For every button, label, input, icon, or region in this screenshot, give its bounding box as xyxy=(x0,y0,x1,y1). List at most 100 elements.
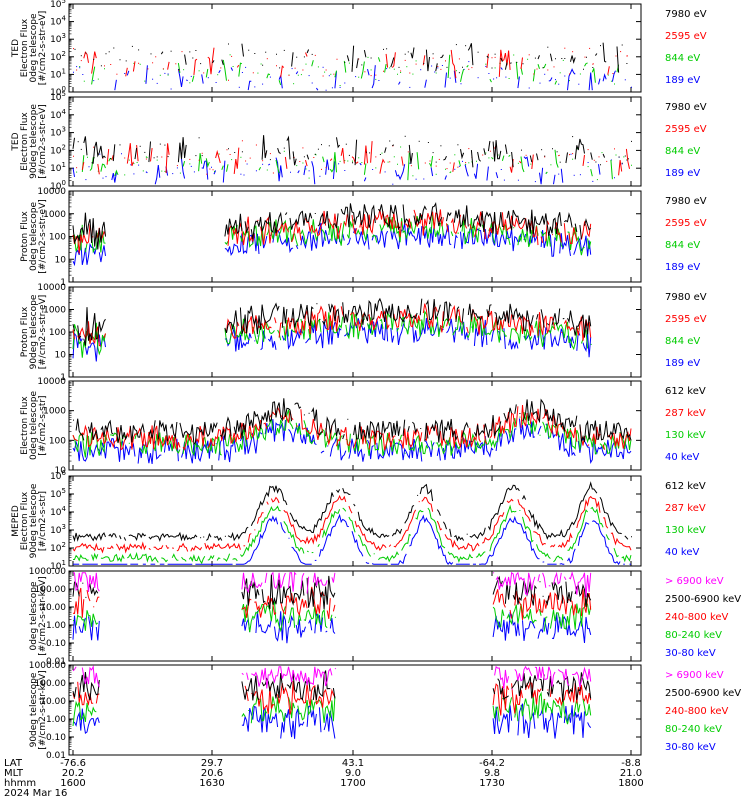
series-line-80-240-kev xyxy=(288,607,296,628)
series-line-7980-ev xyxy=(83,136,88,156)
series-line-7980-ev xyxy=(224,213,243,237)
y-axis-label: [#/cm2-s-str] xyxy=(38,491,48,551)
series-line-287-kev xyxy=(520,404,528,428)
series-line-844-ev xyxy=(508,154,511,157)
series-line-7980-ev xyxy=(494,303,534,332)
series-line-844-ev xyxy=(300,318,306,340)
series-line-844-ev xyxy=(537,64,540,69)
series-line-7980-ev xyxy=(346,55,350,62)
series-line-844-ev xyxy=(198,153,203,172)
series-line-30-80-kev xyxy=(329,618,336,634)
series-line-612-kev xyxy=(599,497,622,535)
series-line-612-kev xyxy=(402,419,406,437)
series-line-2500-6900-kev xyxy=(545,595,550,606)
series-line-844-ev xyxy=(258,167,262,171)
series-line-2595-ev xyxy=(582,154,585,166)
x-row-label: 2024 Mar 16 xyxy=(4,788,67,799)
series-line-189-ev xyxy=(500,67,503,70)
series-line-2595-ev xyxy=(607,66,610,75)
series-line--6900-kev xyxy=(312,572,328,587)
series-line-2595-ev xyxy=(278,322,283,338)
legend-entry: 612 keV xyxy=(665,481,706,492)
series-line-2500-6900-kev xyxy=(241,578,260,606)
series-line-2595-ev xyxy=(466,326,469,334)
series-line-7980-ev xyxy=(446,211,452,222)
series-line-130-kev xyxy=(207,555,215,561)
series-line-7980-ev xyxy=(579,225,582,239)
series-line-7980-ev xyxy=(317,211,330,229)
legend-entry: 2500-6900 keV xyxy=(665,594,741,605)
series-line-2500-6900-kev xyxy=(72,581,80,597)
series-line-844-ev xyxy=(266,73,271,79)
series-line-844-ev xyxy=(252,319,275,345)
series-line-40-kev xyxy=(559,563,565,565)
y-tick-label: 100.00 xyxy=(35,679,67,689)
series-line--6900-kev xyxy=(494,665,510,689)
series-line-2595-ev xyxy=(446,305,463,327)
y-tick-label: 1.00 xyxy=(46,621,66,631)
series-line-130-kev xyxy=(430,440,434,450)
legend-entry: 844 eV xyxy=(665,336,700,347)
series-line-189-ev xyxy=(523,156,530,167)
series-line-2595-ev xyxy=(284,156,288,169)
series-line-40-kev xyxy=(537,425,542,435)
series-line-130-kev xyxy=(362,432,403,456)
series-line-130-kev xyxy=(283,521,305,554)
series-line-2595-ev xyxy=(165,143,170,174)
series-line-30-80-kev xyxy=(539,708,562,739)
series-line-130-kev xyxy=(295,422,302,436)
series-line-7980-ev xyxy=(336,137,341,149)
series-line-30-80-kev xyxy=(255,611,272,634)
series-line-189-ev xyxy=(218,69,221,74)
series-line-2595-ev xyxy=(193,58,198,75)
series-line-7980-ev xyxy=(413,205,427,226)
y-axis-label: TED xyxy=(11,39,21,58)
series-line-189-ev xyxy=(181,158,186,179)
series-line-7980-ev xyxy=(351,45,355,72)
legend-entry: > 6900 keV xyxy=(665,576,724,587)
x-row-label: MLT xyxy=(4,768,24,779)
series-line-612-kev xyxy=(449,528,452,537)
panel-frame xyxy=(68,96,642,187)
series-line-2595-ev xyxy=(305,210,327,237)
y-tick-label: 105 xyxy=(50,487,66,500)
series-line-2595-ev xyxy=(385,53,389,68)
legend-entry: 189 eV xyxy=(665,358,700,369)
series-line-7980-ev xyxy=(333,213,339,229)
series-line-240-800-kev xyxy=(277,680,336,715)
series-line-287-kev xyxy=(603,517,609,529)
series-line-189-ev xyxy=(576,331,581,351)
series-line-844-ev xyxy=(222,59,227,81)
series-line-287-kev xyxy=(148,547,151,551)
series-line-2595-ev xyxy=(167,61,170,70)
series-line-2595-ev xyxy=(439,311,444,333)
series-line-7980-ev xyxy=(292,151,297,166)
series-line-2500-6900-kev xyxy=(72,686,77,698)
series-line-189-ev xyxy=(98,245,106,263)
series-line-7980-ev xyxy=(602,153,606,158)
series-line-240-800-kev xyxy=(492,589,506,608)
series-line-844-ev xyxy=(278,80,282,86)
series-line-130-kev xyxy=(223,553,231,562)
y-tick-label: 105 xyxy=(50,0,66,10)
series-line-2595-ev xyxy=(486,53,489,69)
series-line-30-80-kev xyxy=(72,708,100,734)
series-line--6900-kev xyxy=(72,666,77,672)
series-line-30-80-kev xyxy=(551,612,592,644)
series-line-2595-ev xyxy=(260,216,272,245)
series-line-7980-ev xyxy=(356,58,359,69)
series-line-189-ev xyxy=(332,161,336,180)
series-line-2595-ev xyxy=(291,221,302,243)
series-line-80-240-kev xyxy=(288,697,296,719)
x-tick-label: 1800 xyxy=(618,778,643,789)
series-line-2595-ev xyxy=(305,159,308,167)
series-line-612-kev xyxy=(442,521,447,530)
series-line-30-80-kev xyxy=(72,615,77,640)
series-line-189-ev xyxy=(495,172,499,179)
series-line-80-240-kev xyxy=(303,605,328,629)
series-line-2595-ev xyxy=(226,318,240,339)
legend-entry: 844 eV xyxy=(665,240,700,251)
series-line--6900-kev xyxy=(542,572,547,588)
series-line-130-kev xyxy=(73,553,89,562)
